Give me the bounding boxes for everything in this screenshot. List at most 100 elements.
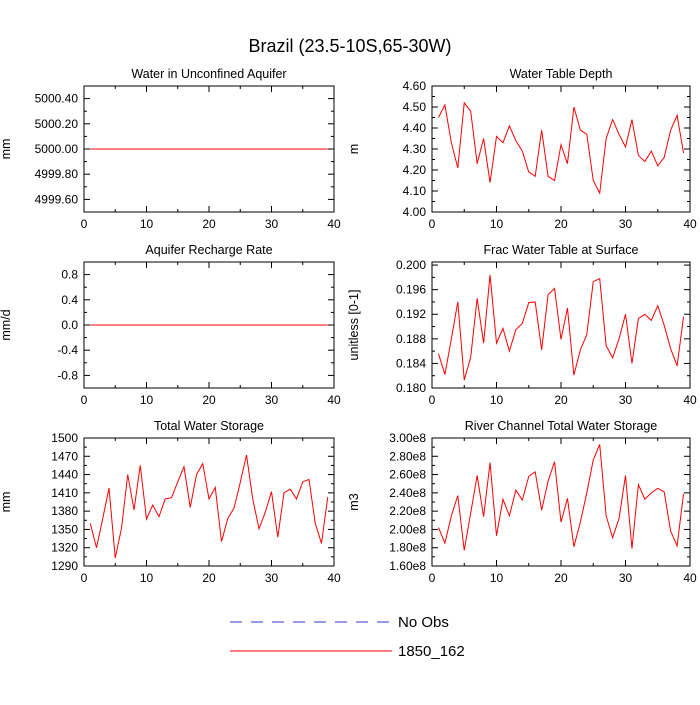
x-tick-label: 40 xyxy=(327,217,341,231)
y-tick-label: 1470 xyxy=(51,449,78,463)
x-tick-label: 30 xyxy=(265,571,279,585)
y-tick-label: 0.8 xyxy=(61,268,78,282)
y-axis-label: mm xyxy=(0,139,13,160)
plot-frame xyxy=(431,437,691,567)
y-tick-label: 1.60e8 xyxy=(389,559,426,573)
x-tick-label: 40 xyxy=(327,393,341,407)
plot-frame xyxy=(83,437,335,567)
y-tick-label: 4999.60 xyxy=(35,192,79,206)
x-tick-label: 30 xyxy=(265,393,279,407)
x-tick-label: 20 xyxy=(202,571,216,585)
legend-label: No Obs xyxy=(398,614,449,631)
y-tick-label: 1290 xyxy=(51,559,78,573)
plot-frame xyxy=(431,85,691,213)
legend-label: 1850_162 xyxy=(398,643,465,660)
x-tick-label: 30 xyxy=(619,217,633,231)
y-tick-label: 4.00 xyxy=(403,205,427,219)
y-tick-label: 5000.20 xyxy=(35,117,79,131)
chart-panel: Total Water Storage mm 0 10 20 30 40 1290 1320 13… xyxy=(0,419,341,585)
series-line xyxy=(438,101,685,195)
x-tick-label: 20 xyxy=(202,393,216,407)
panel-title: Frac Water Table at Surface xyxy=(484,243,639,257)
x-tick-label: 20 xyxy=(554,393,568,407)
x-tick-label: 20 xyxy=(554,571,568,585)
y-tick-label: 4.40 xyxy=(403,121,427,135)
x-tick-label: 30 xyxy=(619,393,633,407)
x-tick-label: 10 xyxy=(140,571,154,585)
x-tick-label: 40 xyxy=(683,217,697,231)
x-tick-label: 20 xyxy=(202,217,216,231)
y-tick-label: 2.20e8 xyxy=(389,504,426,518)
series-line xyxy=(437,274,685,381)
y-tick-label: 5000.00 xyxy=(35,142,79,156)
y-tick-label: 0.192 xyxy=(396,307,426,321)
y-tick-label: 1500 xyxy=(51,431,78,445)
x-tick-label: 0 xyxy=(429,217,436,231)
legend: No Obs 1850_162 xyxy=(230,614,465,660)
y-axis-label: mm/d xyxy=(0,309,13,340)
y-tick-label: 0.184 xyxy=(396,356,426,370)
panel-title: Aquifer Recharge Rate xyxy=(145,243,272,257)
panels: Water in Unconfined Aquifer mm 0 10 20 30 40 49… xyxy=(0,67,697,585)
y-tick-label: 4.50 xyxy=(403,100,427,114)
y-tick-label: 0.180 xyxy=(396,381,426,395)
chart-panel: Water in Unconfined Aquifer mm 0 10 20 30 40 49… xyxy=(0,67,341,231)
y-tick-label: 4.10 xyxy=(403,184,427,198)
x-tick-label: 0 xyxy=(429,571,436,585)
y-tick-label: 2.60e8 xyxy=(389,468,426,482)
y-axis-label: mm xyxy=(0,492,13,513)
y-tick-label: -0.4 xyxy=(57,343,78,357)
chart-panel: Aquifer Recharge Rate mm/d 0 10 20 30 40 -0.8 -0… xyxy=(0,243,341,407)
y-tick-label: 1440 xyxy=(51,468,78,482)
x-tick-label: 40 xyxy=(683,571,697,585)
chart-panel: Frac Water Table at Surface unitless [0-1… xyxy=(347,243,697,407)
x-tick-label: 30 xyxy=(265,217,279,231)
plot-frame xyxy=(431,261,691,389)
x-tick-label: 10 xyxy=(490,393,504,407)
y-tick-label: 0.200 xyxy=(396,258,426,272)
y-tick-label: 0.188 xyxy=(396,332,426,346)
y-tick-label: 3.00e8 xyxy=(389,431,426,445)
y-tick-label: 5000.40 xyxy=(35,92,79,106)
y-tick-label: 2.00e8 xyxy=(389,522,426,536)
x-tick-label: 10 xyxy=(140,393,154,407)
y-tick-label: 4999.80 xyxy=(35,167,79,181)
panel-title: Total Water Storage xyxy=(154,419,264,433)
y-tick-label: 1350 xyxy=(51,522,78,536)
y-tick-label: 1410 xyxy=(51,486,78,500)
chart-panel: River Channel Total Water Storage m3 0 10 20… xyxy=(347,419,697,585)
y-axis-label: m xyxy=(347,144,361,154)
y-axis-label: m3 xyxy=(347,493,361,510)
panel-title: Water Table Depth xyxy=(510,67,613,81)
y-tick-label: 2.80e8 xyxy=(389,449,426,463)
x-tick-label: 40 xyxy=(683,393,697,407)
x-tick-label: 0 xyxy=(429,393,436,407)
panel-title: River Channel Total Water Storage xyxy=(465,419,658,433)
figure-title: Brazil (23.5-10S,65-30W) xyxy=(248,36,451,56)
y-tick-label: 4.60 xyxy=(403,79,427,93)
x-tick-label: 30 xyxy=(619,571,633,585)
y-tick-label: 1320 xyxy=(51,541,78,555)
x-tick-label: 40 xyxy=(327,571,341,585)
x-tick-label: 10 xyxy=(140,217,154,231)
y-tick-label: 4.30 xyxy=(403,142,427,156)
x-tick-label: 0 xyxy=(81,393,88,407)
y-tick-label: 0.0 xyxy=(61,318,78,332)
series-line xyxy=(89,454,329,559)
y-tick-label: 2.40e8 xyxy=(389,486,426,500)
y-tick-label: 0.196 xyxy=(396,283,426,297)
y-tick-label: 1380 xyxy=(51,504,78,518)
y-tick-label: 1.80e8 xyxy=(389,541,426,555)
x-tick-label: 10 xyxy=(490,571,504,585)
x-tick-label: 0 xyxy=(81,217,88,231)
y-axis-label: unitless [0-1] xyxy=(347,290,361,361)
y-tick-label: 0.4 xyxy=(61,293,78,307)
x-tick-label: 20 xyxy=(554,217,568,231)
x-tick-label: 0 xyxy=(81,571,88,585)
x-tick-label: 10 xyxy=(490,217,504,231)
series-line xyxy=(437,444,685,551)
chart-panel: Water Table Depth m 0 10 20 30 40 4.00 4.10 4.20 4… xyxy=(347,67,697,231)
y-tick-label: 4.20 xyxy=(403,163,427,177)
